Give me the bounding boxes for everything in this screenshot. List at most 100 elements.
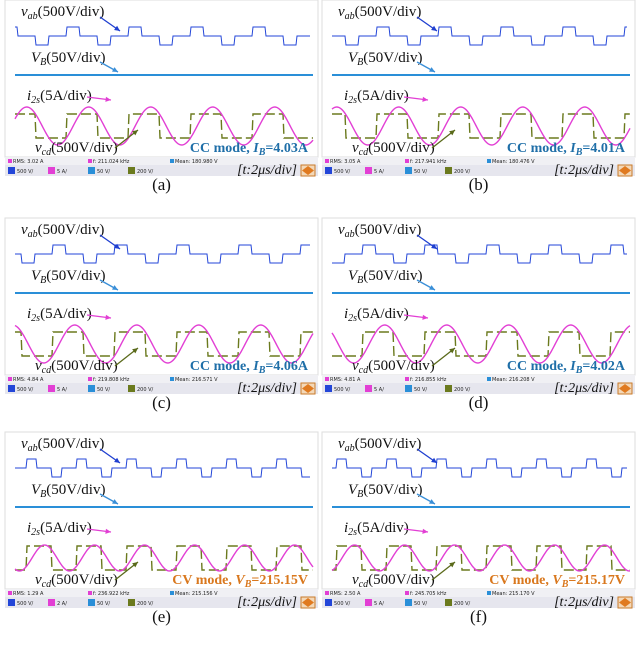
status-swatch xyxy=(170,591,174,595)
mode-label: CC mode, IB=4.02A xyxy=(507,359,626,376)
scale: (500V/div) xyxy=(368,358,435,374)
status-swatch xyxy=(170,159,174,163)
caption: (d) xyxy=(469,393,489,412)
channel-swatch xyxy=(48,599,55,606)
time-scale: [t:2μs/div] xyxy=(237,381,297,396)
channel-scale: 200 V/ xyxy=(454,601,471,607)
time-scale: [t:2μs/div] xyxy=(554,381,614,396)
mode-text: CC mode, xyxy=(190,141,253,156)
mode-label: CV mode, VB=215.15V xyxy=(172,573,308,590)
channel-swatch xyxy=(128,167,135,174)
scale: (5A/div) xyxy=(357,520,409,536)
status-rms: RMS: 3.05 A xyxy=(330,159,361,165)
subscript: ab xyxy=(28,443,38,454)
status-swatch xyxy=(487,159,491,163)
caption: (e) xyxy=(152,607,171,626)
status-swatch xyxy=(405,377,409,381)
status-freq: f: 211.024 kHz xyxy=(93,159,130,165)
caption: (a) xyxy=(152,175,171,194)
channel-swatch xyxy=(48,167,55,174)
mode-label: CC mode, IB=4.03A xyxy=(190,141,309,158)
scale: (500V/div) xyxy=(355,222,422,238)
mode-text: CV mode, xyxy=(172,573,235,588)
status-rms: RMS: 1.29 A xyxy=(13,591,44,597)
status-freq: f: 219.808 kHz xyxy=(93,377,130,383)
mode-label: CV mode, VB=215.17V xyxy=(489,573,625,590)
channel-swatch xyxy=(48,385,55,392)
channel-scale: 50 V/ xyxy=(97,169,110,175)
screen xyxy=(322,0,635,157)
mode-label: CC mode, IB=4.01A xyxy=(507,141,626,158)
screen xyxy=(322,432,635,589)
status-swatch xyxy=(8,591,12,595)
channel-scale: 500 V/ xyxy=(17,169,34,175)
scale: (50V/div) xyxy=(46,482,105,498)
subscript: ab xyxy=(345,229,355,240)
scope-panel: vab(500V/div)VB(50V/div)i2s(5A/div)vcd(5… xyxy=(322,218,635,396)
status-freq: f: 236.922 kHz xyxy=(93,591,130,597)
subscript: ab xyxy=(28,229,38,240)
status-swatch xyxy=(88,377,92,381)
scale: (5A/div) xyxy=(40,520,92,536)
scale: (50V/div) xyxy=(46,268,105,284)
channel-swatch xyxy=(445,599,452,606)
channel-swatch xyxy=(325,385,332,392)
status-rms: RMS: 4.84 A xyxy=(13,377,44,383)
subscript: 2s xyxy=(31,95,40,106)
channel-swatch xyxy=(8,167,15,174)
channel-scale: 5 A/ xyxy=(57,169,67,175)
scope-panel: vab(500V/div)VB(50V/div)i2s(5A/div)vcd(5… xyxy=(5,0,318,178)
channel-swatch xyxy=(325,599,332,606)
channel-scale: 500 V/ xyxy=(334,601,351,607)
scale: (500V/div) xyxy=(51,140,118,156)
scale: (50V/div) xyxy=(363,268,422,284)
status-mean: Mean: 216.571 V xyxy=(175,377,218,383)
subscript: ab xyxy=(345,443,355,454)
channel-swatch xyxy=(8,599,15,606)
channel-swatch xyxy=(445,385,452,392)
channel-scale: 200 V/ xyxy=(137,387,154,393)
channel-scale: 50 V/ xyxy=(414,387,427,393)
scale: (5A/div) xyxy=(40,306,92,322)
channel-scale: 2 A/ xyxy=(57,601,67,607)
status-freq: f: 217.941 kHz xyxy=(410,159,447,165)
scale: (50V/div) xyxy=(46,50,105,66)
status-rms: RMS: 2.50 A xyxy=(330,591,361,597)
channel-swatch xyxy=(325,167,332,174)
scale: (5A/div) xyxy=(40,88,92,104)
caption: (f) xyxy=(470,607,487,626)
channel-swatch xyxy=(88,167,95,174)
time-scale: [t:2μs/div] xyxy=(554,595,614,610)
status-swatch xyxy=(405,159,409,163)
status-swatch xyxy=(170,377,174,381)
scale: (5A/div) xyxy=(357,88,409,104)
channel-scale: 500 V/ xyxy=(334,169,351,175)
channel-scale: 50 V/ xyxy=(97,601,110,607)
channel-scale: 5 A/ xyxy=(57,387,67,393)
channel-scale: 5 A/ xyxy=(374,169,384,175)
mode-text: CV mode, xyxy=(489,573,552,588)
time-scale: [t:2μs/div] xyxy=(554,163,614,178)
scale: (50V/div) xyxy=(363,50,422,66)
channel-swatch xyxy=(128,385,135,392)
mode-label: CC mode, IB=4.06A xyxy=(190,359,309,376)
channel-scale: 200 V/ xyxy=(137,601,154,607)
channel-swatch xyxy=(365,167,372,174)
scale: (500V/div) xyxy=(51,358,118,374)
subscript: 2s xyxy=(348,313,357,324)
subscript: ab xyxy=(28,11,38,22)
mode-value: =4.02A xyxy=(582,359,625,374)
status-swatch xyxy=(88,159,92,163)
caption: (b) xyxy=(469,175,489,194)
caption: (c) xyxy=(152,393,171,412)
status-mean: Mean: 215.156 V xyxy=(175,591,218,597)
status-swatch xyxy=(88,591,92,595)
subscript: 2s xyxy=(31,313,40,324)
channel-swatch xyxy=(405,385,412,392)
status-swatch xyxy=(325,591,329,595)
subscript: 2s xyxy=(348,527,357,538)
channel-scale: 200 V/ xyxy=(137,169,154,175)
channel-swatch xyxy=(365,385,372,392)
scope-panel: vab(500V/div)VB(50V/div)i2s(5A/div)vcd(5… xyxy=(5,432,318,610)
scale: (500V/div) xyxy=(355,436,422,452)
